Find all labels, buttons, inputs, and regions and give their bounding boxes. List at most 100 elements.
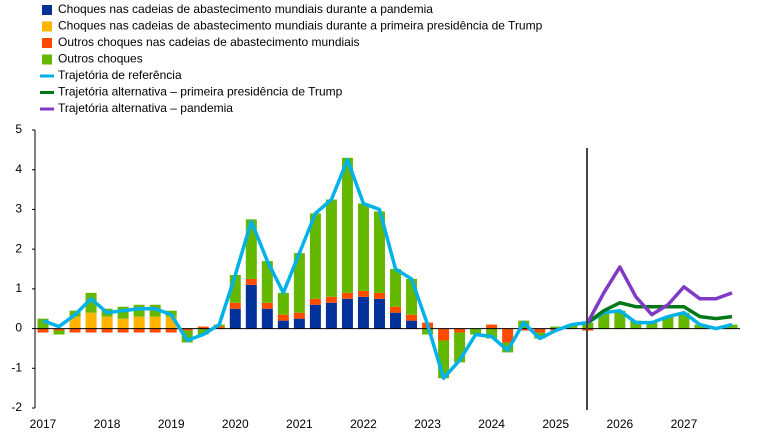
- x-tick-label: 2024: [478, 417, 505, 431]
- bar: [325, 302, 337, 329]
- bar: [486, 328, 498, 339]
- legend-swatch: [42, 54, 52, 65]
- x-tick-label: 2021: [286, 417, 313, 431]
- bar: [133, 304, 145, 317]
- bar: [245, 219, 257, 279]
- bar: [181, 330, 193, 343]
- bar: [373, 292, 385, 299]
- bar: [53, 328, 65, 331]
- bar: [165, 328, 177, 333]
- bar: [390, 306, 402, 313]
- bar: [454, 332, 466, 363]
- bar: [341, 157, 353, 293]
- bar: [277, 320, 289, 329]
- bar: [213, 326, 225, 329]
- bar: [357, 203, 369, 291]
- x-tick-label: 2022: [350, 417, 377, 431]
- bar: [181, 328, 193, 331]
- bar: [309, 298, 321, 305]
- y-tick-label: 5: [15, 122, 22, 136]
- bar: [229, 308, 241, 329]
- bar: [662, 316, 674, 329]
- bar: [534, 328, 546, 333]
- bar: [245, 284, 257, 329]
- bar: [390, 312, 402, 329]
- bar: [53, 330, 65, 335]
- x-tick-label: 2018: [94, 417, 121, 431]
- legend-label: Outros choques nas cadeias de abastecime…: [58, 35, 360, 49]
- legend-label: Trajetória alternativa – pandemia: [58, 101, 233, 115]
- bar: [277, 314, 289, 321]
- legend-swatch: [42, 21, 52, 32]
- legend-swatch: [42, 38, 52, 48]
- bar: [261, 308, 273, 329]
- legend-label: Trajetória de referência: [58, 68, 182, 82]
- bar: [470, 328, 482, 335]
- y-tick-label: 3: [15, 202, 22, 216]
- bar: [598, 312, 610, 329]
- bar: [694, 324, 706, 329]
- bar: [309, 213, 321, 299]
- bar: [117, 318, 129, 329]
- bar: [197, 328, 209, 335]
- bar: [502, 328, 514, 343]
- bar: [534, 332, 546, 339]
- bar: [406, 320, 418, 329]
- legend-swatch: [42, 5, 52, 15]
- bar: [406, 278, 418, 315]
- bar: [245, 278, 257, 285]
- bar: [229, 302, 241, 309]
- bar: [117, 306, 129, 319]
- bar: [325, 296, 337, 303]
- line: [586, 301, 733, 325]
- bar: [454, 328, 466, 333]
- bar: [438, 328, 450, 341]
- y-tick-label: 0: [15, 321, 22, 335]
- y-tick-label: 1: [15, 281, 22, 295]
- bar: [357, 296, 369, 329]
- x-tick-label: 2020: [222, 417, 249, 431]
- bar: [133, 328, 145, 333]
- bar: [678, 312, 690, 329]
- bar: [373, 211, 385, 293]
- bar: [293, 253, 305, 313]
- x-tick-label: 2023: [414, 417, 441, 431]
- bar: [261, 261, 273, 303]
- bar: [422, 328, 434, 335]
- bar: [85, 292, 97, 313]
- x-tick-label: 2017: [30, 417, 57, 431]
- legend-label: Choques nas cadeias de abastecimento mun…: [58, 19, 543, 33]
- bar: [341, 298, 353, 329]
- x-tick-label: 2027: [671, 417, 698, 431]
- bar: [149, 304, 161, 317]
- legend-label: Choques nas cadeias de abastecimento mun…: [58, 2, 433, 16]
- line: [42, 158, 733, 380]
- x-tick-label: 2019: [158, 417, 185, 431]
- bar: [293, 312, 305, 319]
- bar: [566, 324, 578, 329]
- bar: [149, 328, 161, 333]
- line: [586, 265, 733, 324]
- bar: [101, 316, 113, 329]
- bar: [646, 322, 658, 329]
- legend-label: Trajetória alternativa – primeira presid…: [58, 85, 343, 99]
- x-tick-label: 2025: [542, 417, 569, 431]
- x-tick-label: 2026: [606, 417, 633, 431]
- y-tick-label: 4: [15, 162, 22, 176]
- bar: [373, 298, 385, 329]
- legend-label: Outros choques: [58, 52, 143, 66]
- bar: [293, 318, 305, 329]
- bar: [438, 340, 450, 379]
- bar: [630, 320, 642, 329]
- bar: [357, 290, 369, 297]
- bar: [406, 314, 418, 321]
- bar: [261, 302, 273, 309]
- bar: [486, 324, 498, 329]
- bar: [277, 292, 289, 315]
- bar: [550, 326, 562, 329]
- bar: [341, 292, 353, 299]
- bar: [518, 328, 530, 331]
- bar: [197, 326, 209, 329]
- bar: [117, 328, 129, 333]
